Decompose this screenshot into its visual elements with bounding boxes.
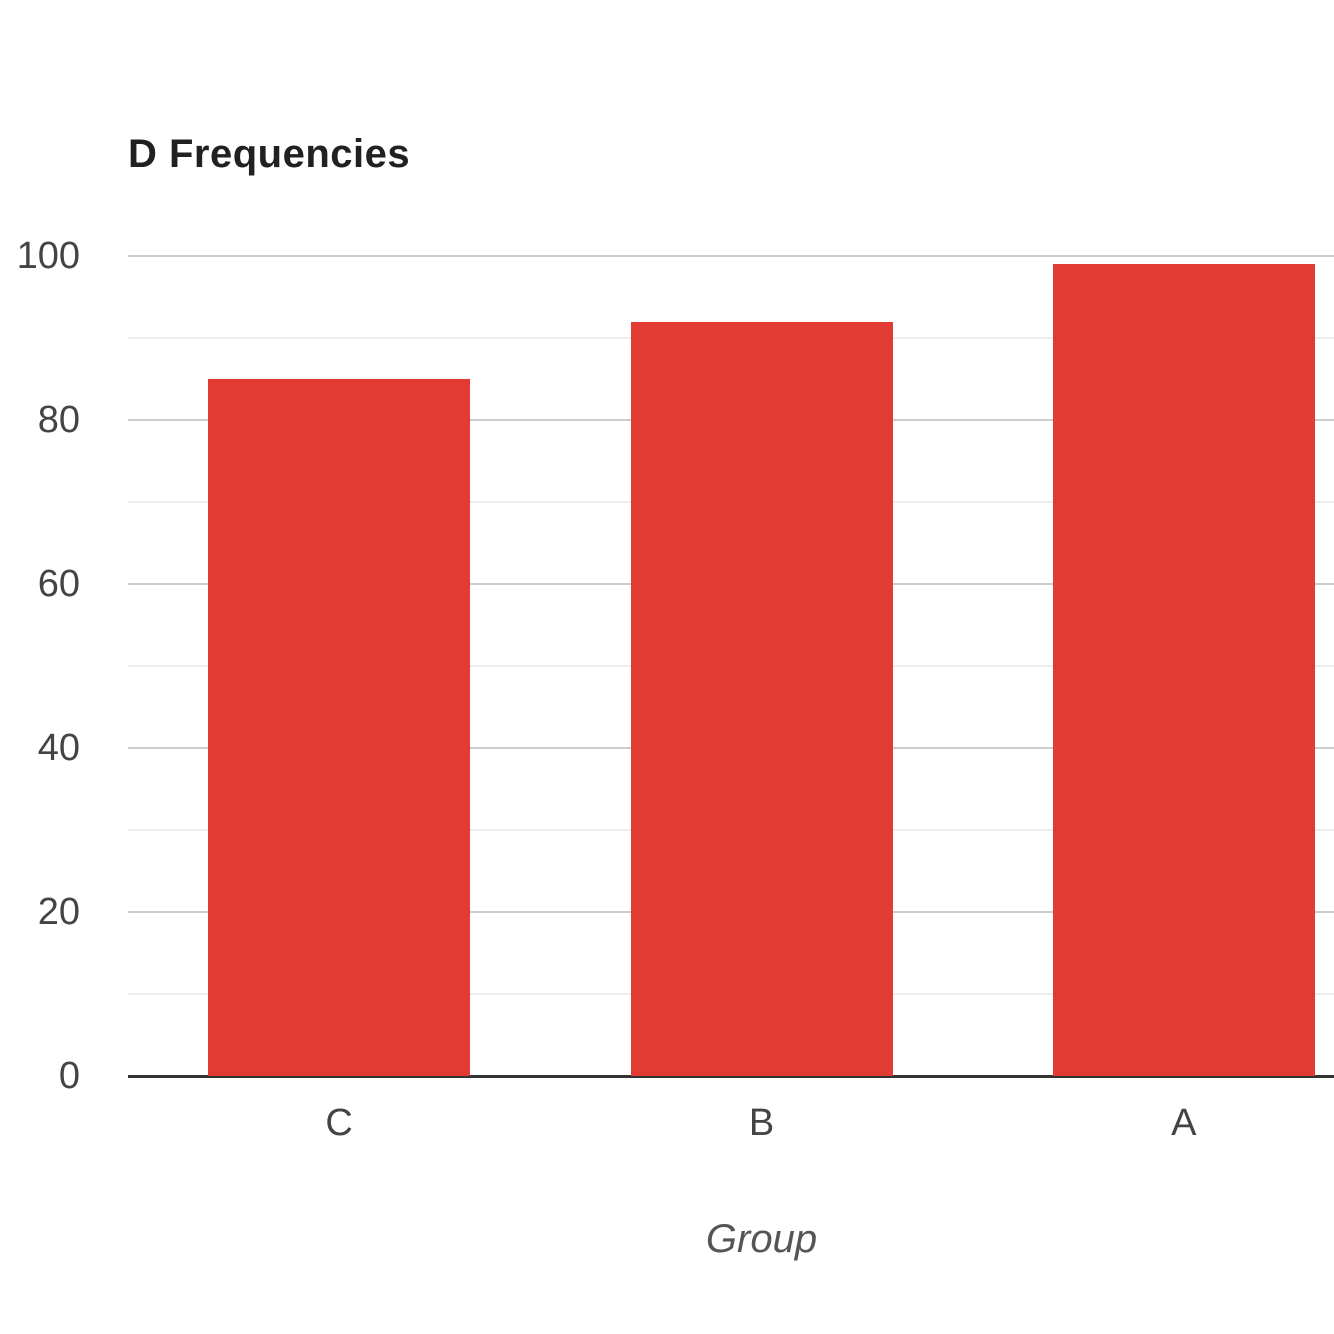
x-axis-baseline <box>128 1075 1334 1078</box>
bar-A[interactable] <box>1052 264 1315 1076</box>
x-tick-label-C: C <box>325 1102 353 1144</box>
y-axis-tick-labels: 0 20 40 60 80 100 <box>0 235 82 1097</box>
y-tick-label-80: 80 <box>37 399 80 441</box>
x-tick-label-B: B <box>748 1102 775 1144</box>
chart-title: D Frequencies <box>128 132 411 176</box>
y-tick-label-0: 0 <box>58 1055 80 1097</box>
bar-C[interactable] <box>208 379 471 1076</box>
x-tick-label-A: A <box>1171 1102 1197 1144</box>
y-tick-label-60: 60 <box>37 563 80 605</box>
major-gridline-100 <box>128 255 1334 257</box>
x-axis-title: Group <box>705 1217 818 1261</box>
y-tick-label-100: 100 <box>16 235 80 277</box>
y-tick-label-40: 40 <box>37 727 80 769</box>
bar-B[interactable] <box>630 321 893 1076</box>
plot-area <box>128 255 1334 1078</box>
y-tick-label-20: 20 <box>37 891 80 933</box>
